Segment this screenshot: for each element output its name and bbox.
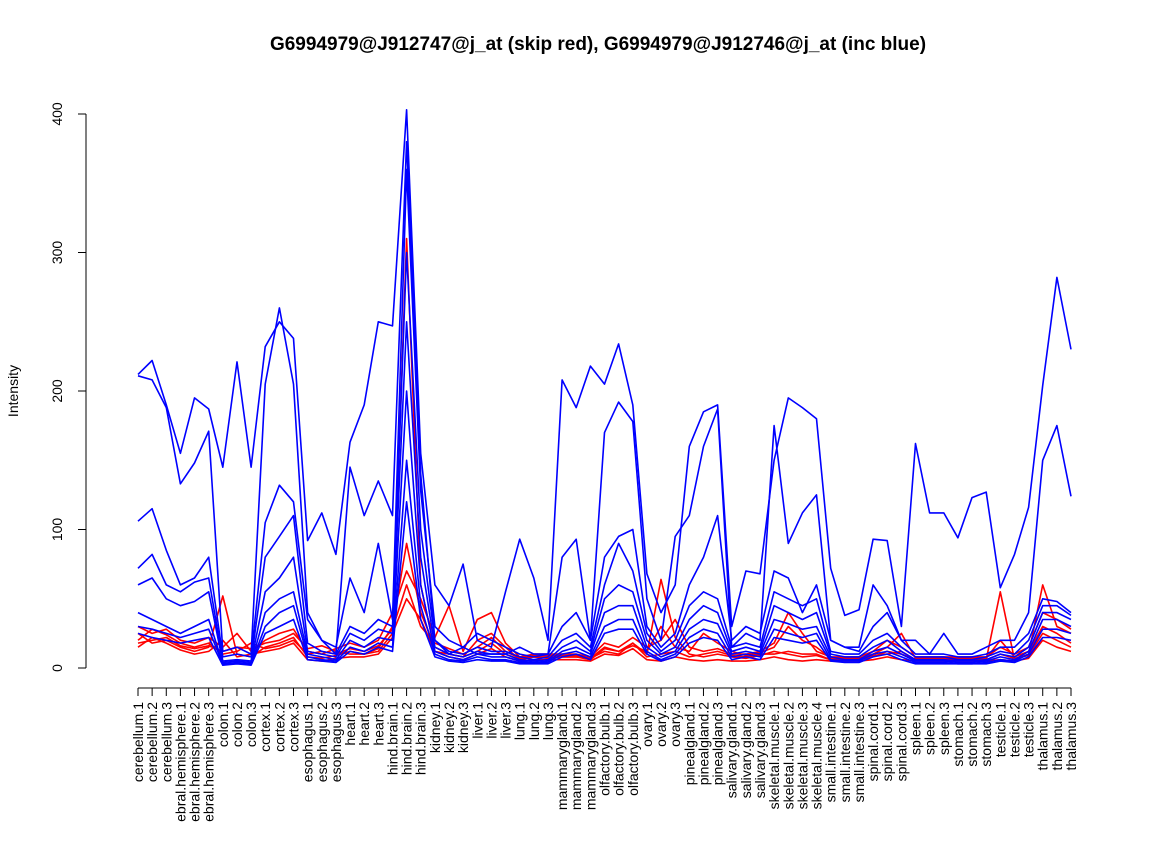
x-tick-label: kidney.2 xyxy=(441,702,457,753)
inc-series-line-6 xyxy=(137,109,1072,649)
x-tick-label: cortex.2 xyxy=(271,702,287,752)
y-tick-label: 300 xyxy=(49,241,65,265)
x-tick-label: mammarygland.2 xyxy=(568,702,584,810)
inc-series-line-13 xyxy=(137,500,1072,667)
x-tick-label: kidney.3 xyxy=(455,702,471,753)
x-tick-label: thalamus.1 xyxy=(1035,702,1051,771)
x-tick-label: small.intestine.3 xyxy=(851,702,867,803)
inc-series-line-8 xyxy=(137,168,1072,658)
x-tick-label: lung.2 xyxy=(526,702,542,740)
x-tick-label: ovary.1 xyxy=(639,702,655,747)
x-tick-label: spinal.cord.3 xyxy=(893,702,909,782)
inc-series-line-11 xyxy=(137,390,1072,665)
x-tick-label: hind.brain.3 xyxy=(413,702,429,775)
x-tick-label: spleen.3 xyxy=(936,702,952,755)
x-tick-label: skeletal.muscle.4 xyxy=(809,702,825,810)
x-tick-label: cerebellum.2 xyxy=(144,702,160,782)
x-tick-label: small.intestine.1 xyxy=(823,702,839,803)
inc-series-line-9 xyxy=(137,251,1072,662)
y-tick-label: 400 xyxy=(49,102,65,126)
x-tick-label: stomach.1 xyxy=(950,702,966,767)
x-tick-label: hind.brain.2 xyxy=(399,702,415,775)
x-tick-label: testicle.1 xyxy=(992,702,1008,757)
x-tick-label: colon.1 xyxy=(215,702,231,747)
x-tick-label: heart.1 xyxy=(342,702,358,746)
x-tick-label: thalamus.2 xyxy=(1049,702,1065,771)
x-tick-label: heart.3 xyxy=(370,702,386,746)
x-tick-label: heart.2 xyxy=(356,702,372,746)
x-tick-label: mammarygland.1 xyxy=(554,702,570,810)
x-tick-label: skeletal.muscle.1 xyxy=(766,702,782,810)
x-tick-label: lung.1 xyxy=(512,702,528,740)
x-tick-label: ebral.hemisphere.2 xyxy=(187,702,203,822)
x-tick-label: liver.2 xyxy=(483,702,499,739)
x-tick-label: ovary.2 xyxy=(653,702,669,747)
x-tick-label: testicle.3 xyxy=(1021,702,1037,757)
x-tick-label: olfactory.bulb.2 xyxy=(611,702,627,796)
x-tick-label: cortex.1 xyxy=(257,702,273,752)
x-tick-label: olfactory.bulb.3 xyxy=(625,702,641,796)
y-tick-label: 100 xyxy=(49,518,65,542)
x-axis: cerebellum.1cerebellum.2cerebellum.3ebra… xyxy=(130,687,1079,822)
x-tick-label: liver.3 xyxy=(498,702,514,739)
x-tick-label: pinealgland.2 xyxy=(695,702,711,786)
x-tick-label: stomach.3 xyxy=(978,702,994,767)
series-layer xyxy=(137,109,1072,667)
inc-series-line-7 xyxy=(137,140,1072,655)
y-tick-label: 200 xyxy=(49,379,65,403)
x-tick-label: lung.3 xyxy=(540,702,556,740)
x-tick-label: colon.2 xyxy=(229,702,245,747)
x-tick-label: salivary.gland.3 xyxy=(752,702,768,798)
x-tick-label: thalamus.3 xyxy=(1063,702,1079,771)
y-tick-label: 0 xyxy=(49,664,65,672)
x-tick-label: small.intestine.2 xyxy=(837,702,853,803)
x-tick-label: spinal.cord.2 xyxy=(879,702,895,782)
x-tick-label: ebral.hemisphere.1 xyxy=(172,702,188,822)
x-tick-label: stomach.2 xyxy=(964,702,980,767)
x-tick-label: kidney.1 xyxy=(427,702,443,753)
x-tick-label: olfactory.bulb.1 xyxy=(597,702,613,796)
x-tick-label: spleen.1 xyxy=(908,702,924,755)
x-tick-label: salivary.gland.1 xyxy=(724,702,740,798)
x-tick-label: spinal.cord.1 xyxy=(865,702,881,782)
x-tick-label: skeletal.muscle.3 xyxy=(794,702,810,810)
x-tick-label: mammarygland.3 xyxy=(582,702,598,810)
x-tick-label: pinealgland.3 xyxy=(710,702,726,786)
chart-title: G6994979@J912747@j_at (skip red), G69949… xyxy=(270,34,926,55)
y-axis: 0 100 200 300 400 xyxy=(49,102,87,672)
x-tick-label: skeletal.muscle.2 xyxy=(780,702,796,810)
x-tick-label: esophagus.3 xyxy=(328,702,344,782)
x-tick-label: hind.brain.1 xyxy=(384,702,400,775)
x-tick-label: liver.1 xyxy=(469,702,485,739)
x-tick-label: salivary.gland.2 xyxy=(738,702,754,798)
y-axis-title: Intensity xyxy=(5,365,21,417)
x-tick-label: esophagus.1 xyxy=(300,702,316,782)
skip-series-line-4 xyxy=(137,584,1072,660)
x-tick-label: cortex.3 xyxy=(286,702,302,752)
inc-series-line-12 xyxy=(137,459,1072,665)
x-tick-label: pinealgland.1 xyxy=(681,702,697,786)
x-tick-label: cerebellum.1 xyxy=(130,702,146,782)
skip-series-line-5 xyxy=(137,597,1072,661)
inc-series-line-10 xyxy=(137,320,1072,664)
x-tick-label: cerebellum.3 xyxy=(158,702,174,782)
x-tick-label: ebral.hemisphere.3 xyxy=(201,702,217,822)
x-tick-label: colon.3 xyxy=(243,702,259,747)
x-tick-label: spleen.2 xyxy=(922,702,938,755)
x-tick-label: ovary.3 xyxy=(667,702,683,747)
x-tick-label: testicle.2 xyxy=(1006,702,1022,757)
x-tick-label: esophagus.2 xyxy=(314,702,330,782)
